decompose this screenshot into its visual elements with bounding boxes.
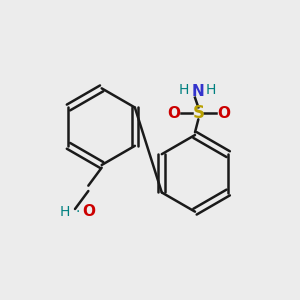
Text: N: N <box>191 84 204 99</box>
Text: O: O <box>217 106 230 121</box>
Text: S: S <box>192 104 204 122</box>
Text: H: H <box>178 83 188 97</box>
Text: H: H <box>60 205 70 219</box>
Text: O: O <box>167 106 180 121</box>
Text: ·: · <box>76 205 80 219</box>
Text: H: H <box>206 83 216 97</box>
Text: O: O <box>82 204 95 219</box>
